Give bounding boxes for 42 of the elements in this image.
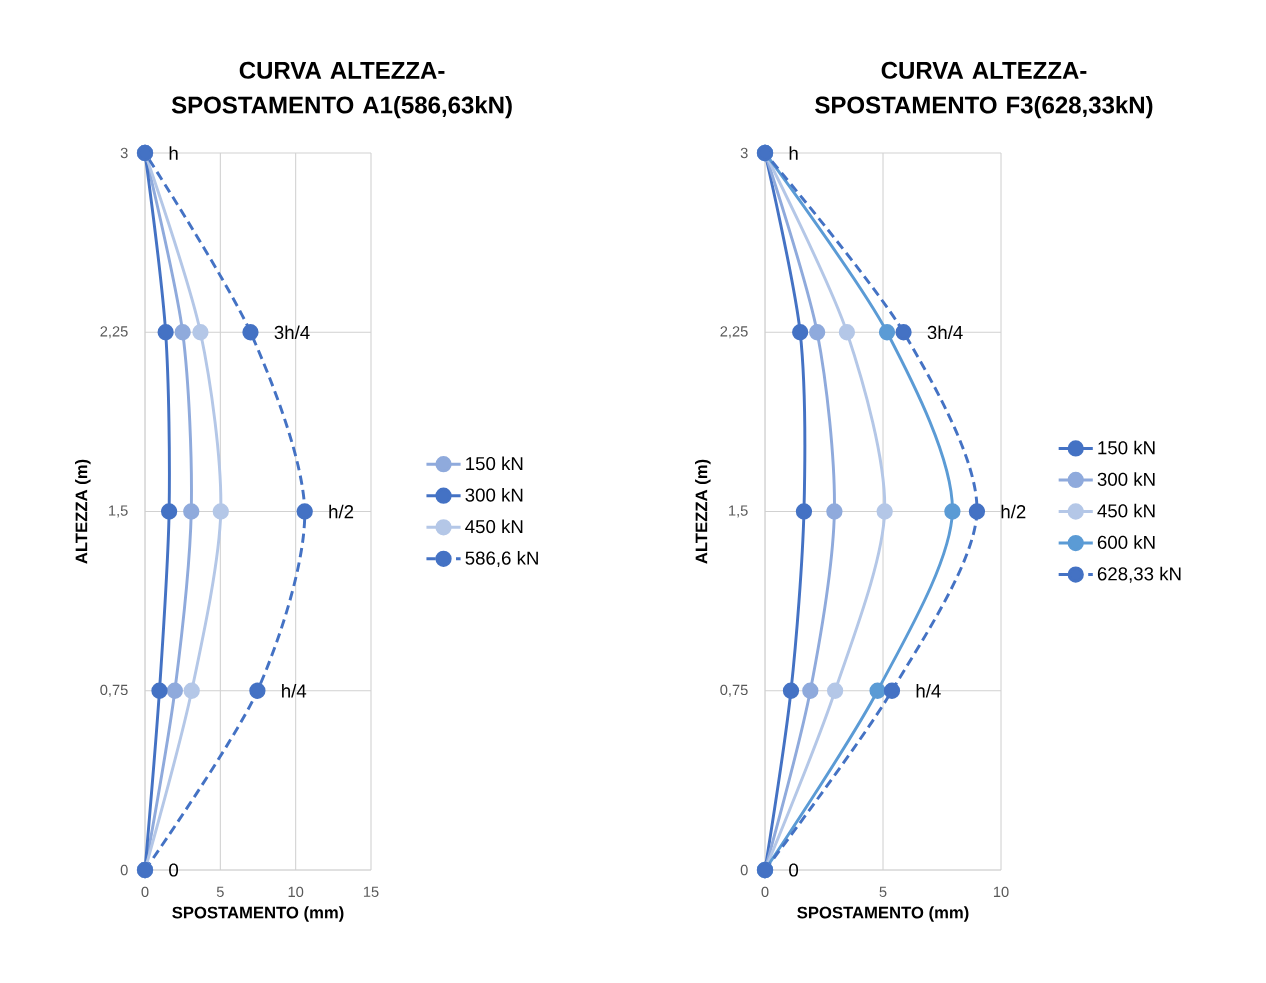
annotation: 0 xyxy=(169,863,179,877)
annotation: h xyxy=(169,146,178,160)
legend-label: 450 kN xyxy=(1097,503,1155,518)
x-tick-label: 0 xyxy=(141,886,149,898)
y-tick-label: 0,75 xyxy=(100,684,128,697)
x-tick-label: 5 xyxy=(216,886,224,897)
legend-label: 450 kN xyxy=(465,519,523,534)
chart-title: CURVA ALTEZZA-SPOSTAMENTO A1(586,63kN) xyxy=(171,61,512,119)
annotation: h/2 xyxy=(329,504,354,519)
y-tick-label: 3 xyxy=(740,147,748,159)
x-tick-label: 10 xyxy=(288,886,304,898)
x-tick-label: 10 xyxy=(993,886,1009,898)
y-tick-label: 3 xyxy=(120,147,128,159)
y-axis-title: ALTEZZA (m) xyxy=(695,459,711,564)
y-tick-label: 2,25 xyxy=(720,326,748,339)
x-axis-title: SPOSTAMENTO (mm) xyxy=(797,906,969,922)
y-tick-label: 1,5 xyxy=(729,505,748,518)
y-tick-label: 0 xyxy=(120,864,128,876)
y-tick-label: 1,5 xyxy=(109,505,128,518)
y-tick-label: 0 xyxy=(740,864,748,876)
annotation: h xyxy=(789,146,798,160)
annotation: h/4 xyxy=(916,683,941,698)
x-tick-label: 5 xyxy=(879,886,887,897)
legend-label: 586,6 kN xyxy=(465,551,538,567)
chart-title: CURVA ALTEZZA-SPOSTAMENTO F3(628,33kN) xyxy=(815,61,1153,119)
legend-label: 300 kN xyxy=(465,487,523,502)
legend-label: 150 kN xyxy=(1098,440,1155,455)
annotation: 3h/4 xyxy=(927,325,963,340)
legend-label: 150 kN xyxy=(466,456,523,471)
x-tick-label: 0 xyxy=(761,886,769,898)
x-tick-label: 15 xyxy=(363,886,379,897)
legend-label: 600 kN xyxy=(1097,535,1155,549)
legend-label: 628,33 kN xyxy=(1097,566,1181,583)
annotation: h/2 xyxy=(1001,504,1026,519)
y-tick-label: 0,75 xyxy=(720,684,748,697)
y-axis-title: ALTEZZA (m) xyxy=(75,459,91,564)
legend-label: 300 kN xyxy=(1097,472,1155,486)
annotation: h/4 xyxy=(282,683,307,698)
annotation: 0 xyxy=(789,863,799,877)
y-tick-label: 2,25 xyxy=(100,326,128,339)
x-axis-title: SPOSTAMENTO (mm) xyxy=(172,906,344,922)
annotation: 3h/4 xyxy=(274,325,310,340)
